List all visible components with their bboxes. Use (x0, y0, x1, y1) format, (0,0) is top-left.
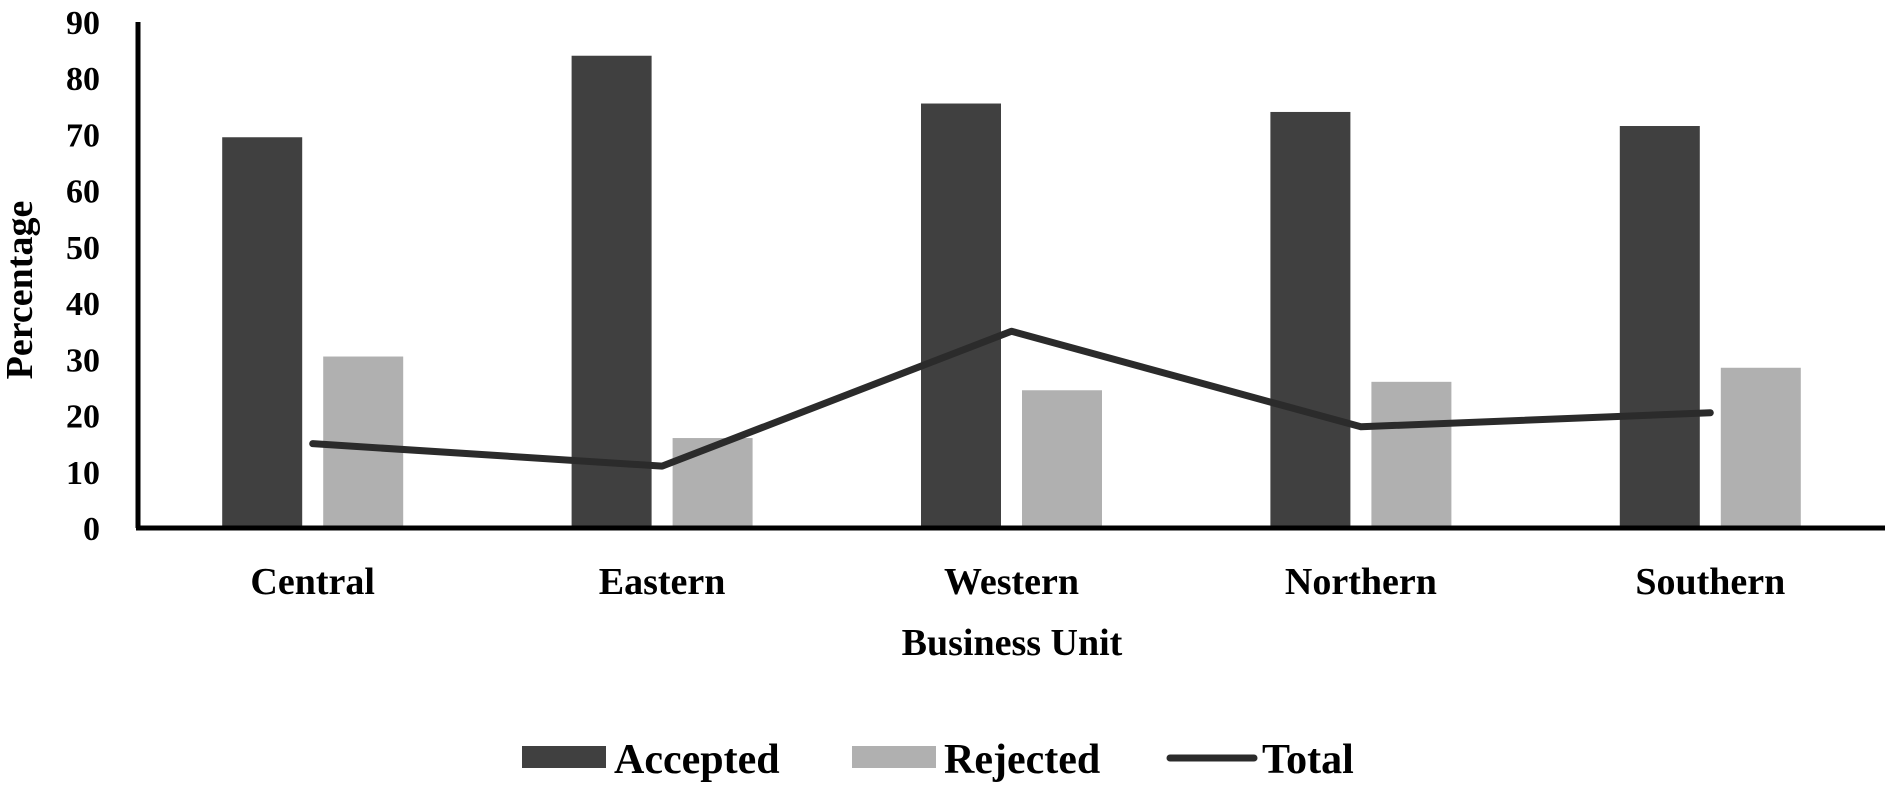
x-tick-label: Eastern (599, 561, 726, 603)
x-tick-label: Central (250, 561, 375, 603)
legend-swatch-rejected (852, 746, 936, 768)
legend-swatch-accepted (522, 746, 606, 768)
y-axis-title: Percentage (0, 201, 41, 380)
x-tick-label: Western (944, 561, 1079, 603)
legend-label-total: Total (1262, 737, 1354, 783)
y-tick-label: 70 (66, 117, 100, 154)
y-tick-label: 90 (66, 5, 100, 42)
y-tick-label: 30 (66, 342, 100, 379)
bars (222, 55, 1801, 529)
y-axis-ticks: 0 10 20 30 40 50 60 70 80 90 (66, 5, 100, 548)
bar-rejected-eastern (672, 438, 753, 528)
legend: Accepted Rejected Total (522, 737, 1354, 783)
line-total (309, 327, 1714, 470)
bar-accepted-southern (1619, 126, 1700, 528)
y-tick-label: 80 (66, 61, 100, 98)
legend-label-rejected: Rejected (944, 737, 1100, 783)
y-tick-label: 20 (66, 399, 100, 436)
x-tick-label: Southern (1635, 561, 1785, 603)
x-axis-ticks: Central Eastern Western Northern Southern (250, 561, 1785, 603)
x-axis-title: Business Unit (902, 622, 1123, 664)
y-tick-label: 40 (66, 286, 100, 323)
bar-accepted-northern (1270, 111, 1351, 528)
bar-accepted-central (222, 137, 303, 528)
bar-rejected-southern (1720, 367, 1801, 528)
bar-rejected-northern (1371, 381, 1452, 528)
y-tick-label: 10 (66, 455, 100, 492)
y-tick-label: 50 (66, 230, 100, 267)
total-line-layer (309, 327, 1714, 470)
y-tick-label: 60 (66, 174, 100, 211)
bar-rejected-western (1022, 390, 1102, 528)
legend-label-accepted: Accepted (614, 737, 780, 783)
y-tick-label: 0 (83, 511, 100, 548)
x-tick-label: Northern (1285, 561, 1437, 603)
bar-accepted-western (921, 103, 1001, 529)
bar-accepted-eastern (571, 55, 652, 528)
